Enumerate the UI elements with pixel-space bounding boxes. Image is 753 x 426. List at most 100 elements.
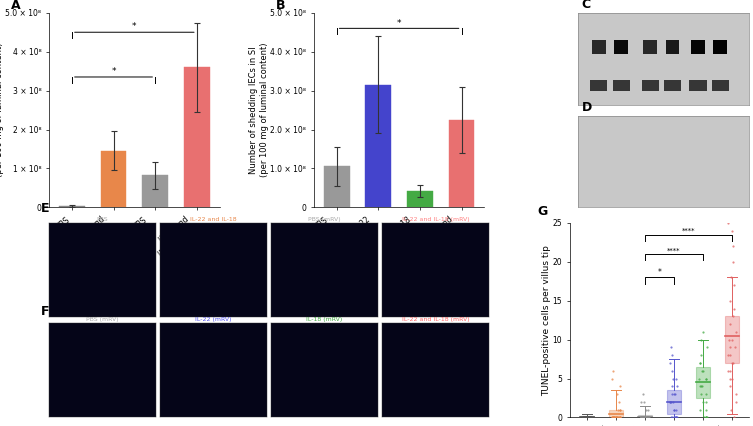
Point: [578, 414, 590, 421]
Point: [664, 360, 676, 366]
Point: [668, 406, 680, 413]
Point: [581, 414, 593, 421]
Bar: [592, 40, 605, 54]
Point: [700, 414, 712, 421]
Point: [730, 344, 742, 351]
Point: [724, 274, 736, 281]
Title: IL-18 (mRV): IL-18 (mRV): [306, 317, 343, 322]
Bar: [724, 316, 739, 363]
Point: [728, 305, 740, 312]
Point: [642, 414, 654, 421]
Point: [722, 367, 734, 374]
Point: [583, 414, 595, 421]
Point: [578, 414, 590, 421]
Point: [665, 344, 677, 351]
Point: [607, 414, 619, 421]
Point: [696, 352, 708, 359]
Text: E: E: [41, 201, 49, 215]
Point: [578, 414, 590, 421]
Point: [636, 414, 648, 421]
Point: [700, 398, 712, 405]
Point: [580, 414, 592, 421]
Point: [607, 414, 619, 421]
Point: [700, 414, 712, 421]
Text: C: C: [582, 0, 591, 11]
Point: [668, 391, 680, 397]
Point: [636, 398, 648, 405]
Point: [727, 414, 739, 421]
Point: [727, 313, 739, 320]
Point: [727, 259, 739, 265]
Point: [614, 414, 626, 421]
Point: [582, 414, 594, 421]
Point: [578, 414, 590, 421]
Point: [664, 398, 676, 405]
Point: [722, 352, 734, 359]
Text: A: A: [11, 0, 21, 12]
Bar: [590, 80, 608, 91]
Point: [613, 414, 625, 421]
Point: [614, 383, 626, 390]
Point: [700, 391, 712, 397]
Point: [610, 414, 622, 421]
Point: [610, 414, 622, 421]
Bar: [690, 80, 706, 91]
Bar: [101, 151, 127, 207]
Point: [695, 336, 707, 343]
Point: [724, 344, 736, 351]
Bar: [608, 410, 623, 417]
Title: IL-22 and IL-18: IL-22 and IL-18: [190, 217, 236, 222]
Point: [724, 352, 736, 359]
Point: [577, 414, 589, 421]
Point: [638, 414, 650, 421]
Point: [584, 414, 596, 421]
Point: [583, 414, 595, 421]
Text: B: B: [276, 0, 285, 12]
Point: [640, 406, 652, 413]
Text: *: *: [397, 19, 401, 28]
Point: [578, 414, 590, 421]
Bar: [696, 367, 710, 398]
Point: [636, 414, 648, 421]
Bar: [666, 40, 679, 54]
Bar: [664, 80, 681, 91]
Point: [670, 375, 682, 382]
Point: [579, 414, 591, 421]
Title: IL-22 (mRV): IL-22 (mRV): [195, 317, 232, 322]
Point: [730, 328, 742, 335]
Point: [724, 321, 736, 328]
Point: [606, 414, 618, 421]
Point: [638, 414, 650, 421]
Point: [697, 383, 709, 390]
Point: [606, 414, 618, 421]
Point: [724, 406, 736, 413]
Title: PBS: PBS: [96, 217, 108, 222]
Point: [581, 414, 593, 421]
Point: [727, 360, 739, 366]
Point: [669, 414, 681, 421]
Point: [580, 414, 592, 421]
Text: *: *: [657, 268, 661, 276]
Bar: [365, 85, 391, 207]
Point: [668, 406, 680, 413]
Bar: [712, 80, 729, 91]
Point: [698, 414, 710, 421]
Point: [669, 414, 681, 421]
Point: [726, 227, 738, 234]
Point: [697, 367, 709, 374]
Point: [724, 297, 736, 304]
Point: [582, 414, 594, 421]
Point: [669, 414, 681, 421]
Point: [636, 414, 648, 421]
Bar: [713, 40, 727, 54]
Point: [670, 414, 682, 421]
Bar: [666, 390, 681, 414]
Point: [641, 414, 653, 421]
Text: *: *: [111, 67, 116, 76]
Point: [694, 383, 706, 390]
Point: [727, 243, 739, 250]
Text: G: G: [538, 205, 547, 218]
Y-axis label: Number of shed IECs in SI
(per 100 mg of luminal content): Number of shed IECs in SI (per 100 mg of…: [0, 43, 4, 177]
Point: [611, 391, 623, 397]
Point: [670, 406, 682, 413]
